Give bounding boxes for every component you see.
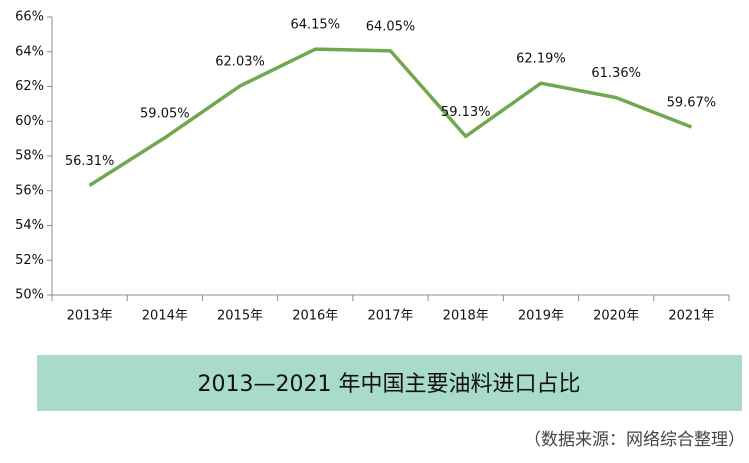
data-label: 64.05%: [366, 19, 416, 34]
x-tick-label: 2021年: [668, 309, 714, 324]
y-tick-label: 50%: [15, 288, 44, 303]
source-note: （数据来源：网络综合整理）: [524, 430, 745, 450]
x-tick-label: 2013年: [67, 309, 113, 324]
x-tick-label: 2019年: [518, 309, 564, 324]
data-label: 62.19%: [516, 52, 566, 67]
x-tick-label: 2017年: [367, 309, 413, 324]
x-tick-label: 2014年: [142, 309, 188, 324]
y-tick-label: 52%: [15, 253, 44, 268]
title-banner: [37, 355, 742, 411]
y-tick-label: 54%: [15, 218, 44, 233]
data-line: [88, 47, 693, 187]
chart-title: 2013—2021 年中国主要油料进口占比: [198, 372, 581, 397]
y-tick-label: 66%: [15, 10, 44, 25]
data-label: 61.36%: [591, 66, 641, 81]
x-tick-label: 2016年: [292, 309, 338, 324]
y-tick-label: 58%: [15, 149, 44, 164]
y-tick-label: 64%: [15, 44, 44, 59]
data-label: 64.15%: [290, 18, 340, 33]
y-tick-label: 60%: [15, 114, 44, 129]
x-tick-label: 2015年: [217, 309, 263, 324]
data-label: 62.03%: [215, 54, 265, 69]
data-label: 59.13%: [441, 105, 491, 120]
data-label: 59.05%: [140, 106, 190, 121]
data-label: 59.67%: [667, 95, 717, 110]
y-tick-label: 62%: [15, 79, 44, 94]
data-label: 56.31%: [65, 154, 115, 169]
x-tick-label: 2018年: [443, 309, 489, 324]
y-tick-label: 56%: [15, 183, 44, 198]
x-tick-label: 2020年: [593, 309, 639, 324]
